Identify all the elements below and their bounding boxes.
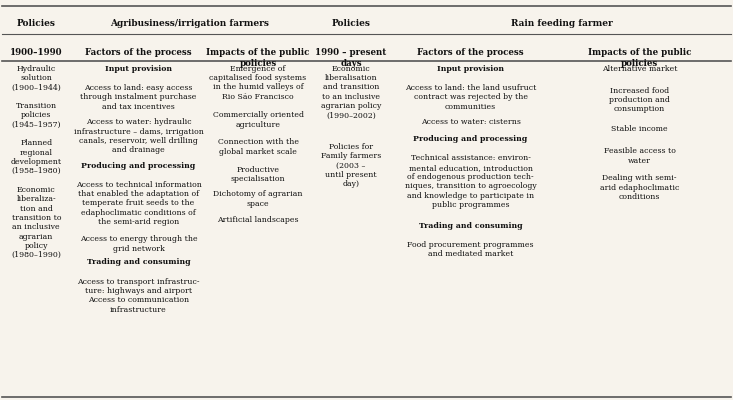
Text: Alternative market: Alternative market — [602, 65, 677, 73]
Text: Food procurement programmes
and mediated market: Food procurement programmes and mediated… — [408, 241, 534, 258]
Text: Access to water: cisterns: Access to water: cisterns — [421, 118, 520, 126]
Text: Dealing with semi-
arid edaphoclimatic
conditions: Dealing with semi- arid edaphoclimatic c… — [600, 174, 679, 201]
Text: Hydraulic
solution
(1900–1944)

Transition
policies
(1945–1957)

Planned
regiona: Hydraulic solution (1900–1944) Transitio… — [11, 65, 62, 259]
Text: Access to land: easy access
through instalment purchase
and tax incentives: Access to land: easy access through inst… — [81, 84, 196, 111]
Text: Producing and processing: Producing and processing — [81, 162, 196, 170]
Text: Impacts of the public
policies: Impacts of the public policies — [206, 48, 310, 68]
Text: Feasible access to
water: Feasible access to water — [603, 147, 676, 164]
Text: Policies: Policies — [17, 19, 56, 28]
Text: Factors of the process: Factors of the process — [85, 48, 192, 57]
Text: Artificial landscapes: Artificial landscapes — [217, 216, 299, 224]
Text: Economic
liberalisation
and transition
to an inclusive
agrarian policy
(1990–200: Economic liberalisation and transition t… — [321, 65, 381, 120]
Text: Dichotomy of agrarian
space: Dichotomy of agrarian space — [213, 190, 303, 208]
Text: Trading and consuming: Trading and consuming — [86, 258, 191, 266]
Text: Input provision: Input provision — [437, 65, 504, 73]
Text: Policies for
Family farmers
(2003 –
until present
day): Policies for Family farmers (2003 – unti… — [321, 143, 381, 188]
Text: Factors of the process: Factors of the process — [417, 48, 524, 57]
Text: Stable income: Stable income — [611, 125, 668, 133]
Text: Productive
specialisation: Productive specialisation — [231, 166, 285, 183]
Text: Access to transport infrastruc-
ture: highways and airport
Access to communicati: Access to transport infrastruc- ture: hi… — [77, 278, 200, 314]
Text: Access to technical information
that enabled the adaptation of
temperate fruit s: Access to technical information that ena… — [75, 181, 202, 226]
Text: 1900–1990: 1900–1990 — [10, 48, 62, 57]
Text: Emergence of
capitalised food systems
in the humid valleys of
Rio São Francisco: Emergence of capitalised food systems in… — [210, 65, 306, 101]
Text: Access to energy through the
grid network: Access to energy through the grid networ… — [80, 235, 197, 252]
Text: Producing and processing: Producing and processing — [413, 135, 528, 143]
Text: Increased food
production and
consumption: Increased food production and consumptio… — [609, 87, 670, 114]
Text: Rain feeding farmer: Rain feeding farmer — [511, 19, 613, 28]
Text: Access to water: hydraulic
infrastructure – dams, irrigation
canals, reservoir, : Access to water: hydraulic infrastructur… — [73, 118, 204, 154]
Text: Connection with the
global market scale: Connection with the global market scale — [218, 138, 298, 156]
Text: Impacts of the public
policies: Impacts of the public policies — [588, 48, 691, 68]
Text: Policies: Policies — [331, 19, 371, 28]
Text: 1990 – present
days: 1990 – present days — [315, 48, 387, 68]
Text: Technical assistance: environ-
mental education, introduction
of endogenous prod: Technical assistance: environ- mental ed… — [405, 154, 537, 209]
Text: Trading and consuming: Trading and consuming — [419, 222, 523, 230]
Text: Input provision: Input provision — [105, 65, 172, 73]
Text: Agribusiness/irrigation farmers: Agribusiness/irrigation farmers — [111, 19, 269, 28]
Text: Access to land: the land usufruct
contract was rejected by the
communities: Access to land: the land usufruct contra… — [405, 84, 537, 111]
Text: Commercially oriented
agriculture: Commercially oriented agriculture — [213, 111, 303, 128]
